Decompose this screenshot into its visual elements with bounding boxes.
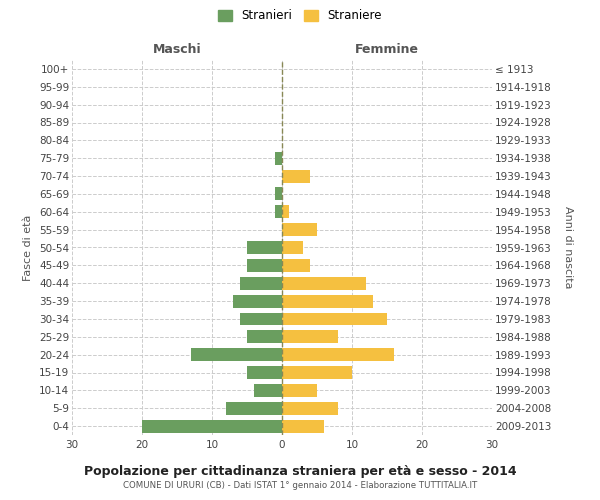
Bar <box>282 294 373 308</box>
Bar <box>282 223 317 236</box>
Bar <box>240 277 282 289</box>
Bar <box>282 170 310 182</box>
Bar <box>226 402 282 414</box>
Bar <box>233 294 282 308</box>
Text: Maschi: Maschi <box>152 44 202 56</box>
Bar <box>282 384 317 397</box>
Bar <box>191 348 282 361</box>
Bar <box>282 206 289 218</box>
Bar <box>247 366 282 379</box>
Bar <box>282 366 352 379</box>
Bar <box>282 420 324 432</box>
Bar <box>275 152 282 164</box>
Bar <box>275 188 282 200</box>
Bar <box>282 312 387 326</box>
Bar <box>282 259 310 272</box>
Bar <box>247 259 282 272</box>
Bar <box>282 330 338 343</box>
Bar <box>240 312 282 326</box>
Text: Femmine: Femmine <box>355 44 419 56</box>
Y-axis label: Anni di nascita: Anni di nascita <box>563 206 572 289</box>
Bar <box>282 348 394 361</box>
Bar <box>247 330 282 343</box>
Bar <box>282 241 303 254</box>
Text: Popolazione per cittadinanza straniera per età e sesso - 2014: Popolazione per cittadinanza straniera p… <box>83 465 517 478</box>
Bar <box>282 277 366 289</box>
Bar <box>247 241 282 254</box>
Bar <box>275 206 282 218</box>
Bar <box>142 420 282 432</box>
Bar <box>282 402 338 414</box>
Bar <box>254 384 282 397</box>
Text: COMUNE DI URURI (CB) - Dati ISTAT 1° gennaio 2014 - Elaborazione TUTTITALIA.IT: COMUNE DI URURI (CB) - Dati ISTAT 1° gen… <box>123 481 477 490</box>
Y-axis label: Fasce di età: Fasce di età <box>23 214 34 280</box>
Legend: Stranieri, Straniere: Stranieri, Straniere <box>214 6 386 26</box>
